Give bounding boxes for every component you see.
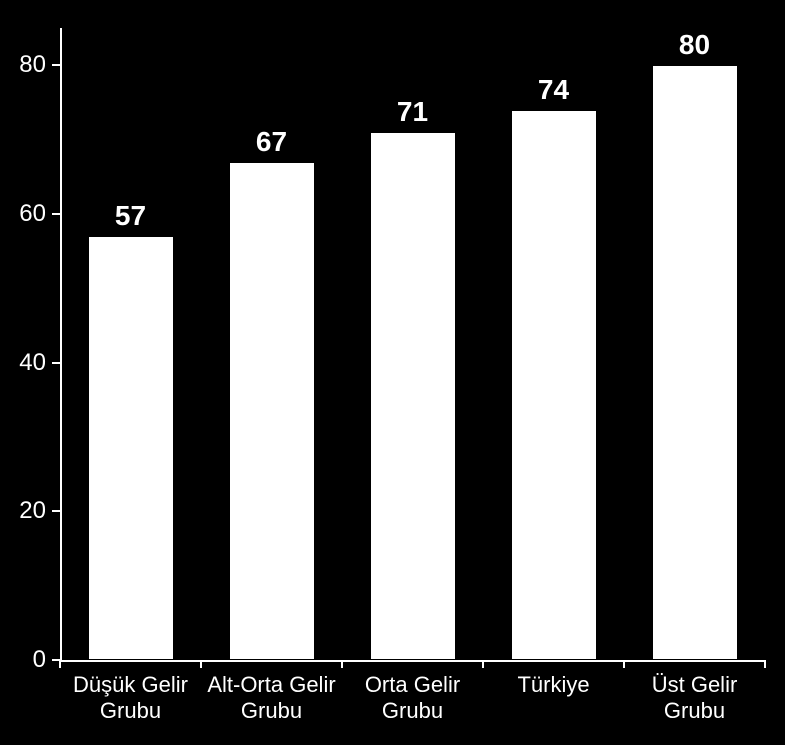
y-tick-label: 40: [0, 349, 46, 377]
x-tick-mark: [59, 660, 61, 668]
y-tick-mark: [52, 510, 60, 512]
y-tick-label: 20: [0, 497, 46, 525]
y-tick-label: 60: [0, 200, 46, 228]
x-tick-mark: [764, 660, 766, 668]
x-axis-line: [60, 660, 765, 662]
y-tick-label: 80: [0, 51, 46, 79]
bar: [652, 65, 738, 660]
bar: [88, 236, 174, 660]
y-tick-mark: [52, 64, 60, 66]
bar: [370, 132, 456, 660]
bar: [511, 110, 597, 660]
x-tick-mark: [623, 660, 625, 668]
bar: [229, 162, 315, 660]
bar-value-label: 74: [538, 74, 569, 106]
x-tick-mark: [200, 660, 202, 668]
bar-value-label: 71: [397, 96, 428, 128]
x-category-label: Türkiye: [483, 672, 624, 698]
x-category-label: Orta Gelir Grubu: [342, 672, 483, 725]
x-tick-mark: [341, 660, 343, 668]
x-category-label: Alt-Orta Gelir Grubu: [201, 672, 342, 725]
y-tick-mark: [52, 362, 60, 364]
x-category-label: Üst Gelir Grubu: [624, 672, 765, 725]
x-tick-mark: [482, 660, 484, 668]
y-axis-line: [60, 28, 62, 660]
y-tick-mark: [52, 213, 60, 215]
bar-value-label: 67: [256, 126, 287, 158]
y-tick-label: 0: [0, 646, 46, 674]
x-category-label: Düşük Gelir Grubu: [60, 672, 201, 725]
bar-chart: 0 20 40 60 80 57 67 71 74 80 Düşük Gelir GrubuAl…: [0, 0, 785, 745]
bar-value-label: 80: [679, 29, 710, 61]
bar-value-label: 57: [115, 200, 146, 232]
